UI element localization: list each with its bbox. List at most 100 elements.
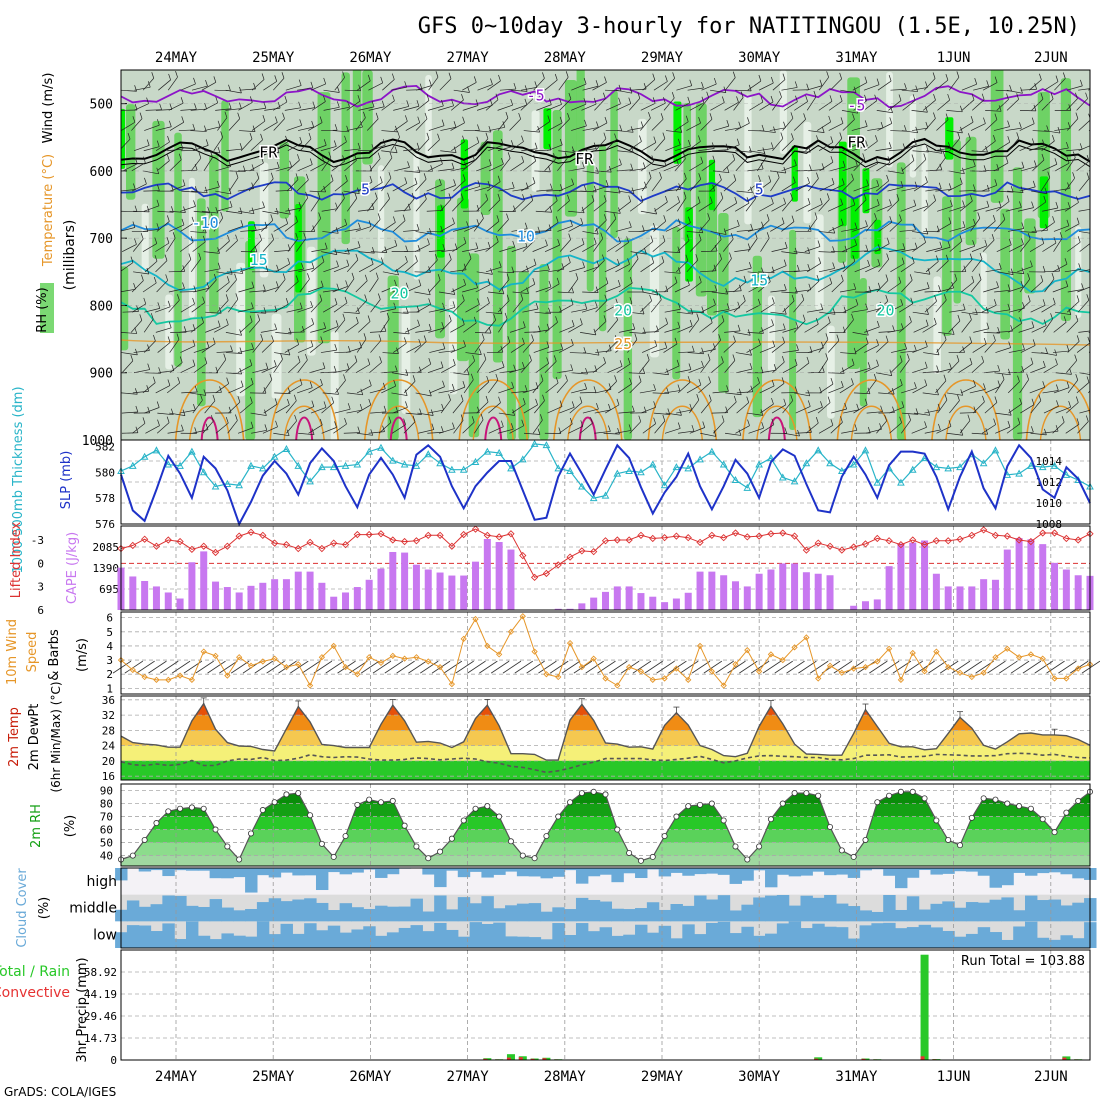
rh-dry-streak bbox=[307, 246, 316, 356]
wind-barb bbox=[605, 285, 621, 293]
wind-barb bbox=[934, 147, 951, 152]
wind-barb bbox=[450, 167, 467, 172]
cloud-cover-bar bbox=[363, 908, 376, 922]
wind-barb-flag bbox=[354, 192, 358, 199]
wind-barb bbox=[191, 85, 208, 91]
wind-barb bbox=[970, 123, 986, 131]
wind-barb-flag bbox=[781, 377, 785, 384]
li-tick-label: 0 bbox=[37, 557, 44, 570]
wind-barb bbox=[394, 261, 408, 273]
thickness-point bbox=[932, 463, 941, 471]
wind-barb-flag bbox=[481, 212, 484, 219]
wind-barb-flag bbox=[542, 72, 545, 79]
wind-barb bbox=[1043, 364, 1058, 374]
wind-barb bbox=[827, 340, 840, 353]
precip-total-bar bbox=[920, 954, 929, 1060]
wind-barb bbox=[360, 660, 380, 674]
wind-barb-flag bbox=[230, 345, 233, 352]
wind-barb-flag bbox=[180, 97, 184, 104]
wind-barb bbox=[475, 332, 492, 334]
wind-barb-flag bbox=[311, 262, 315, 269]
wind-barb-flag bbox=[890, 106, 893, 113]
li-tick-label: -3 bbox=[31, 534, 44, 547]
wind-barb bbox=[261, 341, 274, 353]
wind-barb bbox=[320, 180, 334, 192]
wind-barb bbox=[332, 286, 348, 293]
wind-barb bbox=[650, 102, 666, 111]
rh-green-streak bbox=[610, 90, 618, 238]
wind-speed-point bbox=[803, 634, 810, 641]
wind-barb-flag bbox=[993, 299, 997, 306]
wind-barb bbox=[582, 170, 599, 174]
wind-barb bbox=[558, 344, 574, 353]
wind-barb bbox=[782, 118, 794, 131]
thickness-point bbox=[979, 459, 988, 467]
cloud-cover-bar bbox=[918, 909, 932, 922]
thickness-point bbox=[365, 447, 374, 455]
wind-barb bbox=[854, 367, 871, 374]
wind-barb bbox=[417, 138, 430, 151]
wind-barb bbox=[392, 311, 409, 314]
wind-barb bbox=[276, 166, 292, 172]
rh-point bbox=[413, 843, 420, 850]
li-point bbox=[211, 548, 220, 557]
wind-barb bbox=[640, 161, 654, 172]
cape-bar bbox=[814, 573, 822, 610]
wind-barb-flag bbox=[732, 153, 736, 160]
wind-barb bbox=[403, 229, 420, 232]
wind-barb bbox=[713, 421, 725, 434]
rh-point bbox=[1027, 805, 1034, 812]
wind-barb bbox=[869, 660, 888, 674]
li-point bbox=[495, 533, 503, 541]
wind-barb-flag bbox=[234, 273, 237, 280]
wind-barb bbox=[674, 145, 691, 152]
precip-conv-bar bbox=[483, 1058, 488, 1060]
wind-barb-flag bbox=[428, 266, 431, 273]
rh-green-streak bbox=[683, 103, 692, 242]
wind-barb bbox=[654, 201, 668, 212]
wind-barb bbox=[1065, 424, 1080, 434]
wind-barb-flag bbox=[506, 273, 510, 280]
wind-barb bbox=[121, 288, 136, 293]
wind-speed-point bbox=[566, 639, 574, 647]
cloud-cover-bar bbox=[741, 904, 754, 922]
wind-barb bbox=[1031, 190, 1047, 195]
wind-barb-flag bbox=[910, 297, 914, 304]
rh-bright-streak bbox=[1039, 176, 1049, 229]
bottom-day-label: 30MAY bbox=[738, 1069, 781, 1085]
wind-barb bbox=[367, 198, 378, 212]
wind-barb bbox=[1052, 286, 1068, 293]
wind-speed-point bbox=[555, 673, 562, 681]
wind-barb-flag bbox=[442, 302, 445, 309]
wind-barb-flag bbox=[1021, 238, 1024, 245]
wind-barb-flag bbox=[865, 139, 868, 146]
wind-barb bbox=[511, 403, 526, 414]
rh-point bbox=[165, 808, 172, 815]
wind-barb-flag bbox=[614, 335, 618, 342]
wind-barb-flag bbox=[993, 418, 996, 425]
wind-barb bbox=[381, 285, 397, 293]
wind-speed-point bbox=[519, 613, 526, 620]
wind-barb-flag bbox=[570, 219, 573, 227]
wind-barb bbox=[250, 412, 267, 416]
cloud-cover-bar bbox=[682, 905, 695, 922]
rh-bright-streak bbox=[460, 139, 469, 209]
wind-speed-point bbox=[165, 676, 172, 683]
wind-barb-flag bbox=[644, 181, 647, 188]
wind-barb bbox=[372, 660, 392, 674]
wind-barb-flag bbox=[524, 240, 528, 247]
wind-barb bbox=[583, 266, 600, 273]
wind-barb-flag bbox=[370, 429, 374, 436]
wind-barb-flag bbox=[969, 253, 973, 260]
wind-barb bbox=[568, 210, 585, 214]
wind-barb-flag bbox=[298, 201, 302, 209]
wind-barb-flag bbox=[898, 94, 902, 101]
wind-barb-flag bbox=[194, 385, 198, 393]
wind-barb bbox=[770, 177, 780, 192]
wind-barb bbox=[333, 251, 350, 255]
wind-barb-flag bbox=[280, 353, 283, 360]
wind-barb-flag bbox=[475, 99, 479, 106]
wind-barb-flag bbox=[687, 96, 691, 104]
wind-barb bbox=[595, 138, 607, 151]
wind-barb-flag bbox=[760, 366, 764, 373]
